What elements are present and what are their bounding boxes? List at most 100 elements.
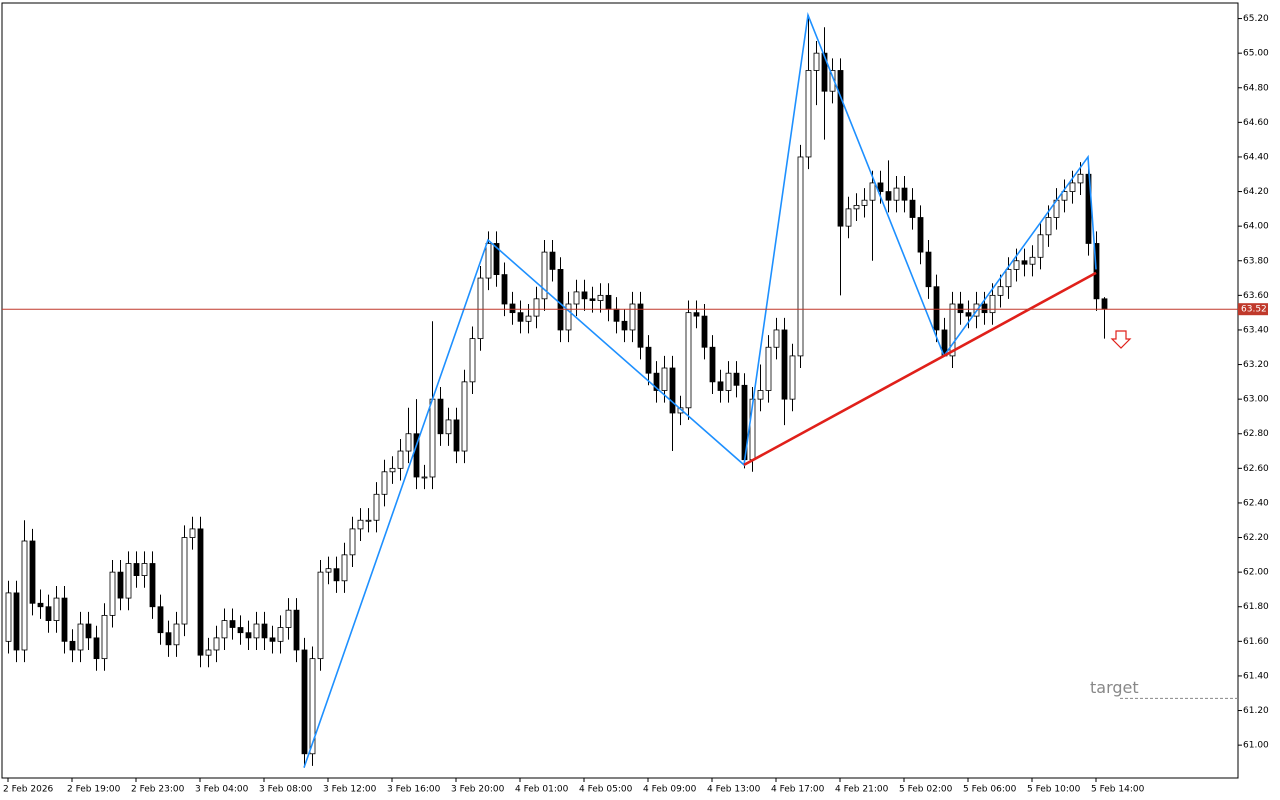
y-tick-label: 64.40 — [1243, 152, 1269, 162]
candle-body — [421, 476, 428, 479]
candle-body — [237, 627, 244, 634]
candle-body — [101, 614, 108, 660]
candle-body — [1093, 243, 1100, 300]
candle-body — [765, 346, 772, 391]
x-tick-label: 5 Feb 10:00 — [1027, 785, 1081, 795]
candle-body — [1005, 269, 1012, 288]
plot-frame — [1, 2, 1239, 779]
candle-body — [781, 329, 788, 400]
candle-body — [413, 433, 420, 478]
candle-body — [453, 419, 460, 452]
candle-body — [581, 291, 588, 300]
y-tick-label: 62.40 — [1243, 498, 1269, 508]
candle-body — [229, 620, 236, 628]
candle-body — [221, 620, 228, 639]
candle-body — [245, 632, 252, 639]
candle-body — [597, 294, 604, 301]
candle-body — [717, 381, 724, 391]
y-tick-label: 63.20 — [1243, 360, 1269, 370]
candle-body — [277, 627, 284, 642]
x-tick-label: 3 Feb 04:00 — [195, 785, 249, 795]
candle-body — [557, 269, 564, 331]
y-tick-label: 62.80 — [1243, 429, 1269, 439]
y-tick-label: 61.20 — [1243, 706, 1269, 716]
candle-body — [37, 602, 44, 608]
candle-body — [165, 632, 172, 646]
candle-body — [1029, 256, 1036, 265]
candle-body — [1061, 191, 1068, 201]
candle-body — [997, 286, 1004, 296]
candle-body — [13, 592, 20, 651]
candle-body — [701, 315, 708, 348]
x-tick-label: 2 Feb 19:00 — [67, 785, 121, 795]
x-tick-label: 2 Feb 23:00 — [131, 785, 185, 795]
candle-body — [261, 623, 268, 639]
candle-body — [493, 243, 500, 275]
candle-body — [589, 298, 596, 301]
candle-body — [301, 649, 308, 755]
y-tick-label: 61.00 — [1243, 741, 1269, 751]
candle-body — [45, 606, 52, 621]
candle-body — [1045, 217, 1052, 236]
candle-body — [381, 471, 388, 495]
y-tick-label: 61.60 — [1243, 637, 1269, 647]
candle-body — [29, 540, 36, 604]
x-tick-label: 5 Feb 14:00 — [1091, 785, 1145, 795]
candle-body — [757, 390, 764, 400]
candle-body — [445, 419, 452, 435]
candle-body — [805, 70, 812, 158]
candle-body — [517, 312, 524, 322]
candle-body — [877, 182, 884, 192]
y-tick-label: 63.40 — [1243, 325, 1269, 335]
x-tick-label: 5 Feb 02:00 — [899, 785, 953, 795]
candle-body — [629, 303, 636, 331]
target-label: target — [1090, 678, 1139, 697]
candle-body — [405, 433, 412, 452]
candle-body — [77, 623, 84, 651]
candle-body — [189, 528, 196, 538]
x-tick-label: 3 Feb 20:00 — [451, 785, 505, 795]
candle-body — [269, 637, 276, 642]
candle-body — [325, 568, 332, 573]
candle-body — [909, 199, 916, 218]
candle-body — [621, 320, 628, 331]
y-tick-label: 64.60 — [1243, 118, 1269, 128]
y-tick-label: 63.00 — [1243, 395, 1269, 405]
candle-body — [893, 187, 900, 201]
candle-body — [461, 381, 468, 452]
candle-body — [725, 372, 732, 391]
x-tick-label: 4 Feb 21:00 — [835, 785, 889, 795]
y-tick-label: 61.40 — [1243, 671, 1269, 681]
candle-body — [469, 338, 476, 383]
y-tick-label: 65.00 — [1243, 49, 1269, 59]
sell-arrow — [1110, 330, 1132, 349]
candle-body — [733, 372, 740, 386]
candle-body — [429, 398, 436, 478]
candle-body — [933, 286, 940, 331]
candle-body — [1021, 260, 1028, 265]
x-tick-label: 4 Feb 01:00 — [515, 785, 569, 795]
x-tick-label: 4 Feb 17:00 — [771, 785, 825, 795]
candle-body — [333, 568, 340, 582]
candle-body — [309, 658, 316, 755]
x-tick-label: 3 Feb 12:00 — [323, 785, 377, 795]
candle-body — [645, 346, 652, 374]
candle-body — [813, 52, 820, 71]
neckline — [743, 271, 1097, 467]
candle-body — [1101, 298, 1108, 310]
x-tick-label: 2 Feb 2026 — [3, 785, 54, 795]
candle-body — [821, 52, 828, 92]
x-tick-label: 5 Feb 06:00 — [963, 785, 1017, 795]
candle-body — [637, 303, 644, 348]
y-tick-label: 63.60 — [1243, 291, 1269, 301]
zigzag-line — [303, 12, 1097, 768]
candle-body — [357, 519, 364, 530]
candle-body — [605, 294, 612, 310]
candle-body — [917, 217, 924, 253]
candle-body — [85, 623, 92, 639]
candle-body — [389, 467, 396, 473]
candle-body — [253, 623, 260, 639]
candle-body — [573, 291, 580, 305]
candle-body — [141, 563, 148, 577]
